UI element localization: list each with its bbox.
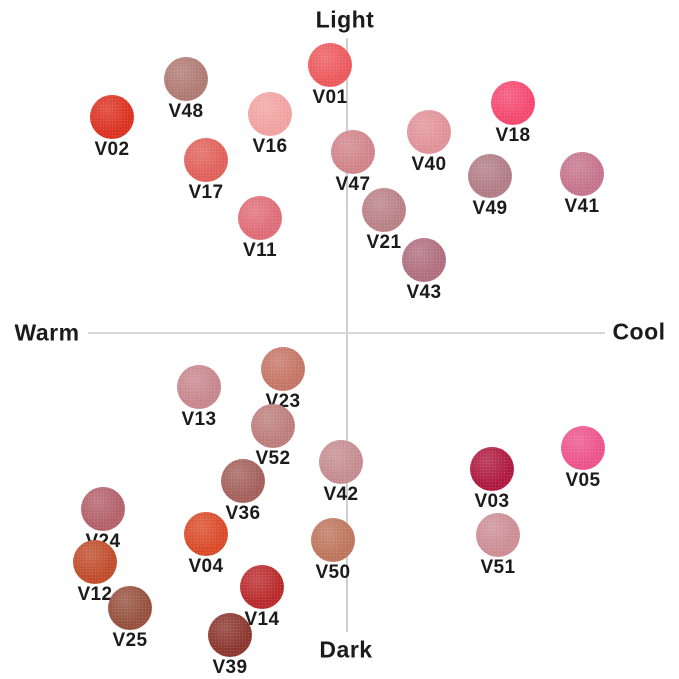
shade-label: V13: [181, 409, 217, 430]
shade-swatch-v41: V41: [542, 152, 622, 217]
shade-label: V01: [312, 87, 348, 108]
shade-color-dot: [362, 188, 406, 232]
shade-color-dot: [251, 404, 295, 448]
shade-label: V25: [112, 630, 148, 651]
axis-label-dark: Dark: [319, 636, 373, 663]
shade-label: V18: [495, 125, 531, 146]
shade-swatch-v42: V42: [301, 440, 381, 505]
shade-label: V39: [212, 657, 248, 678]
shade-label: V42: [323, 484, 359, 505]
shade-color-dot: [308, 43, 352, 87]
shade-swatch-v47: V47: [313, 130, 393, 195]
shade-color-dot: [208, 613, 252, 657]
shade-color-dot: [261, 347, 305, 391]
shade-color-dot: [407, 110, 451, 154]
shade-label: V50: [315, 562, 351, 583]
shade-label: V03: [474, 491, 510, 512]
shade-label: V16: [252, 136, 288, 157]
shade-label: V51: [480, 557, 516, 578]
shade-label: V41: [564, 196, 600, 217]
shade-color-dot: [402, 238, 446, 282]
shade-swatch-v49: V49: [450, 154, 530, 219]
warm-cool-axis-line: [88, 332, 605, 334]
shade-swatch-v48: V48: [146, 57, 226, 122]
shade-color-dot: [184, 138, 228, 182]
shade-swatch-v52: V52: [233, 404, 313, 469]
shade-swatch-v40: V40: [389, 110, 469, 175]
shade-label: V17: [188, 182, 224, 203]
shade-swatch-v39: V39: [190, 613, 270, 678]
shade-swatch-v13: V13: [159, 365, 239, 430]
shade-color-dot: [470, 447, 514, 491]
shade-swatch-v12: V12: [55, 540, 135, 605]
shade-color-dot: [108, 586, 152, 630]
shade-label: V11: [243, 240, 277, 261]
shade-swatch-v05: V05: [543, 426, 623, 491]
shade-color-dot: [331, 130, 375, 174]
shade-label: V05: [565, 470, 601, 491]
shade-swatch-v14: V14: [222, 565, 302, 630]
shade-swatch-v36: V36: [203, 459, 283, 524]
shade-swatch-v43: V43: [384, 238, 464, 303]
shade-color-dot: [561, 426, 605, 470]
shade-color-dot: [90, 95, 134, 139]
shade-swatch-v11: V11: [220, 196, 300, 261]
shade-color-dot: [248, 92, 292, 136]
shade-swatch-v23: V23: [243, 347, 323, 412]
axis-label-warm: Warm: [14, 319, 80, 346]
shade-color-dot: [476, 513, 520, 557]
shade-label: V49: [472, 198, 508, 219]
shade-swatch-v16: V16: [230, 92, 310, 157]
shade-color-dot: [73, 540, 117, 584]
shade-swatch-v04: V04: [166, 512, 246, 577]
shade-label: V21: [366, 232, 402, 253]
shade-label: V48: [168, 101, 204, 122]
shade-swatch-v51: V51: [458, 513, 538, 578]
shade-color-dot: [468, 154, 512, 198]
shade-label: V36: [225, 503, 261, 524]
shade-swatch-v01: V01: [290, 43, 370, 108]
shade-color-dot: [81, 487, 125, 531]
shade-swatch-v18: V18: [473, 81, 553, 146]
shade-label: V02: [94, 139, 130, 160]
light-dark-axis-line: [346, 38, 348, 632]
shade-swatch-v02: V02: [72, 95, 152, 160]
shade-color-dot: [164, 57, 208, 101]
shade-color-dot: [240, 565, 284, 609]
shade-color-dot: [311, 518, 355, 562]
shade-label: V43: [406, 282, 442, 303]
shade-swatch-v50: V50: [293, 518, 373, 583]
shade-color-dot: [319, 440, 363, 484]
shade-label: V47: [335, 174, 371, 195]
shade-swatch-v21: V21: [344, 188, 424, 253]
shade-color-dot: [491, 81, 535, 125]
shade-color-dot: [238, 196, 282, 240]
shade-label: V52: [255, 448, 291, 469]
shade-color-dot: [177, 365, 221, 409]
shade-swatch-v25: V25: [90, 586, 170, 651]
axis-label-cool: Cool: [612, 318, 666, 345]
shade-swatch-v17: V17: [166, 138, 246, 203]
shade-color-dot: [221, 459, 265, 503]
shade-label: V40: [411, 154, 447, 175]
shade-label: V14: [244, 609, 280, 630]
shade-color-dot: [184, 512, 228, 556]
shade-swatch-v03: V03: [452, 447, 532, 512]
axis-label-light: Light: [315, 6, 375, 33]
shade-label: V12: [77, 584, 113, 605]
shade-label: V04: [188, 556, 224, 577]
shade-color-dot: [560, 152, 604, 196]
